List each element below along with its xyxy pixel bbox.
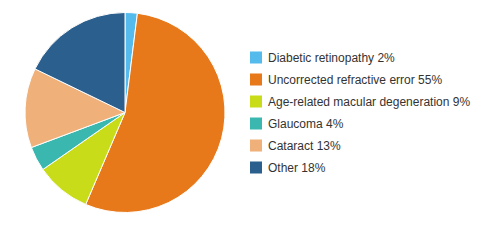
pie (25, 13, 225, 213)
legend-label: Uncorrected refractive error 55% (268, 73, 442, 87)
legend-item: Glaucoma 4% (250, 117, 344, 131)
pie-slice (35, 13, 125, 113)
legend-swatch (250, 118, 262, 130)
legend-label: Age-related macular degeneration 9% (268, 95, 470, 109)
chart: Diabetic retinopathy 2% Uncorrected refra… (0, 0, 500, 225)
legend-item: Uncorrected refractive error 55% (250, 73, 442, 87)
legend-item: Age-related macular degeneration 9% (250, 95, 470, 109)
legend-label: Diabetic retinopathy 2% (268, 51, 395, 65)
legend-swatch (250, 162, 262, 174)
legend-label: Cataract 13% (268, 139, 341, 153)
legend-item: Other 18% (250, 161, 326, 175)
legend-swatch (250, 96, 262, 108)
legend-label: Glaucoma 4% (268, 117, 344, 131)
legend-swatch (250, 52, 262, 64)
legend-item: Diabetic retinopathy 2% (250, 51, 395, 65)
legend-swatch (250, 140, 262, 152)
legend: Diabetic retinopathy 2% Uncorrected refra… (250, 51, 470, 175)
legend-label: Other 18% (268, 161, 326, 175)
legend-swatch (250, 74, 262, 86)
legend-item: Cataract 13% (250, 139, 341, 153)
